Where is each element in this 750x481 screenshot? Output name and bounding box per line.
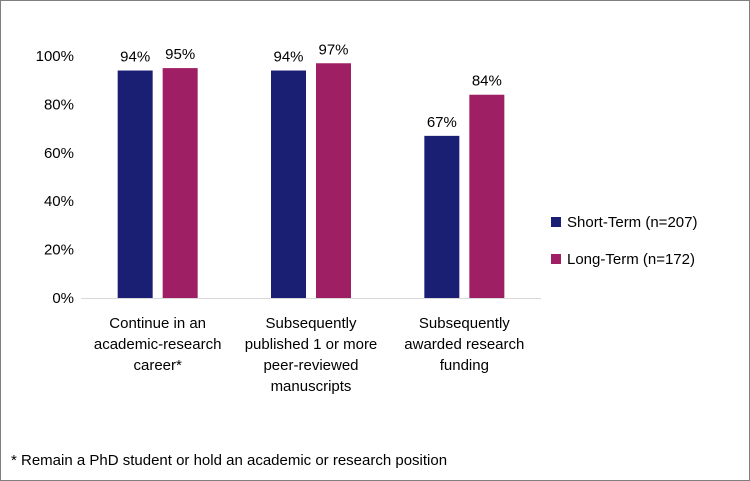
category-label: manuscripts xyxy=(271,378,352,395)
legend-swatch xyxy=(551,254,561,264)
data-label: 97% xyxy=(318,41,348,58)
legend: Short-Term (n=207) Long-Term (n=172) xyxy=(551,214,697,268)
data-label: 94% xyxy=(273,49,303,66)
legend-label: Long-Term (n=172) xyxy=(567,251,695,268)
y-tick-label: 20% xyxy=(44,242,74,259)
category-label: funding xyxy=(440,357,489,374)
data-label: 67% xyxy=(427,114,457,131)
bar xyxy=(469,94,505,298)
category-label: Subsequently xyxy=(419,315,510,332)
bar xyxy=(316,63,351,299)
data-label: 84% xyxy=(472,73,502,90)
category-label: peer-reviewed xyxy=(263,357,358,374)
data-label: 94% xyxy=(120,49,150,66)
bar xyxy=(117,70,153,299)
data-labels: 94% 95% 94% 97% 67% 84% xyxy=(120,41,502,131)
category-label: career* xyxy=(133,357,182,374)
footnote: * Remain a PhD student or hold an academ… xyxy=(11,452,448,469)
category-label: Continue in an xyxy=(109,315,206,332)
category-label: Subsequently xyxy=(266,315,357,332)
y-tick-label: 80% xyxy=(44,96,74,113)
category-label: awarded research xyxy=(404,336,524,353)
legend-label: Short-Term (n=207) xyxy=(567,214,697,231)
bar-chart: 0% 20% 40% 60% 80% 100% 94% 95% 94% 97% 67% 84% Co… xyxy=(36,41,698,395)
y-tick-label: 100% xyxy=(36,48,74,65)
y-tick-label: 40% xyxy=(44,193,74,210)
category-labels: Continue in an academic-research career* Su… xyxy=(94,315,524,395)
legend-swatch xyxy=(551,217,561,227)
y-axis-ticks: 0% 20% 40% 60% 80% 100% xyxy=(36,48,74,307)
category-label: published 1 or more xyxy=(245,336,378,353)
data-label: 95% xyxy=(165,46,195,63)
y-tick-label: 60% xyxy=(44,145,74,162)
bar xyxy=(271,70,306,299)
bars xyxy=(117,63,505,299)
category-label: academic-research xyxy=(94,336,222,353)
bar xyxy=(424,135,460,298)
y-tick-label: 0% xyxy=(52,290,74,307)
bar xyxy=(162,68,198,298)
